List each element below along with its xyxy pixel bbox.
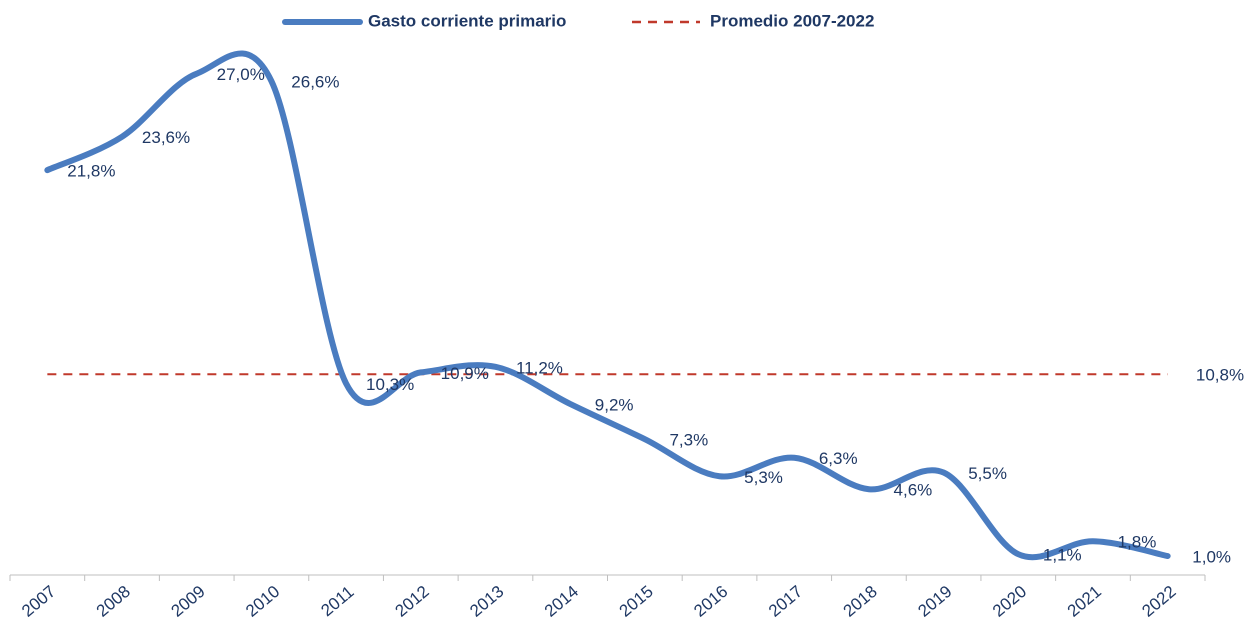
data-label: 6,3% <box>819 449 858 468</box>
x-tick-label: 2015 <box>616 582 657 621</box>
data-label: 10,3% <box>366 375 414 394</box>
x-tick-label: 2010 <box>242 582 283 621</box>
series-line <box>44 50 1171 561</box>
x-tick-label: 2008 <box>93 582 134 621</box>
data-label: 21,8% <box>67 162 115 181</box>
x-tick-label: 2021 <box>1064 582 1105 621</box>
legend-label: Gasto corriente primario <box>368 11 566 30</box>
legend-label: Promedio 2007-2022 <box>710 11 874 30</box>
x-tick-label: 2019 <box>914 582 955 621</box>
data-label: 1,0% <box>1192 548 1231 567</box>
data-label: 4,6% <box>894 481 933 500</box>
average-label: 10,8% <box>1196 366 1244 385</box>
data-label: 7,3% <box>669 431 708 450</box>
x-tick-label: 2016 <box>690 582 731 621</box>
data-label: 11,2% <box>516 358 563 377</box>
data-label: 5,3% <box>744 468 783 487</box>
x-tick-label: 2007 <box>18 582 59 621</box>
x-tick-label: 2020 <box>989 582 1030 621</box>
data-label: 5,5% <box>968 464 1007 483</box>
data-label: 26,6% <box>291 73 339 92</box>
x-tick-label: 2009 <box>167 582 208 621</box>
x-tick-label: 2022 <box>1138 582 1179 621</box>
x-tick-label: 2018 <box>840 582 881 621</box>
data-label: 1,8% <box>1118 533 1157 552</box>
data-label: 27,0% <box>217 65 265 84</box>
x-tick-label: 2017 <box>765 582 806 621</box>
data-label: 10,9% <box>441 364 489 383</box>
x-tick-label: 2011 <box>317 582 357 620</box>
x-tick-label: 2012 <box>392 582 433 621</box>
x-tick-label: 2013 <box>466 582 507 621</box>
data-label: 1,1% <box>1043 546 1082 565</box>
data-label: 9,2% <box>595 395 634 414</box>
data-label: 23,6% <box>142 128 190 147</box>
x-tick-label: 2014 <box>541 582 582 621</box>
